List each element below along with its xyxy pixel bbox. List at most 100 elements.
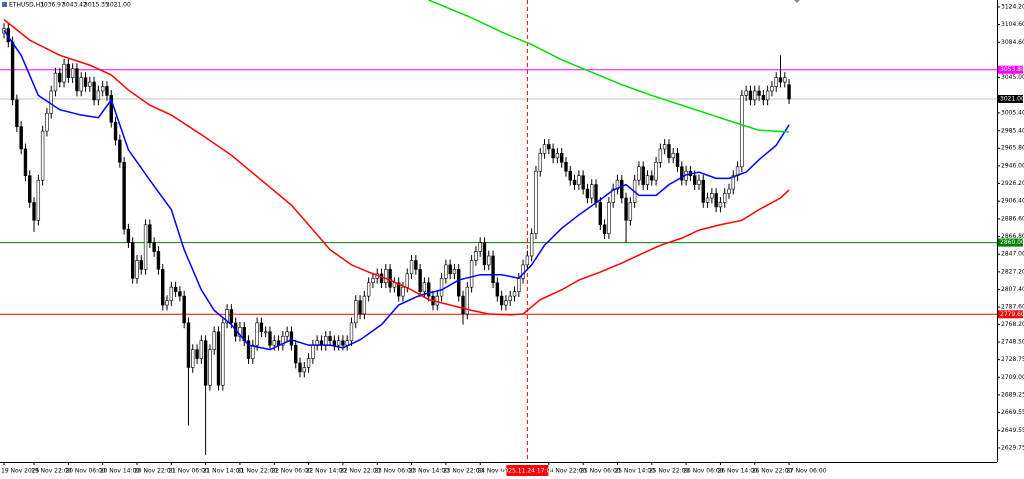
candle-body (577, 175, 581, 185)
moving-average (3, 19, 790, 316)
y-tick-label: 3124.20 (1001, 3, 1024, 10)
y-tick-label: 3005.40 (1001, 109, 1024, 116)
candle-body (581, 175, 585, 190)
candle-body (710, 193, 714, 199)
x-tick-label: 19 Nov 2025 (1, 468, 40, 475)
candle-body (598, 202, 603, 226)
y-tick-label: 2649.55 (1001, 427, 1024, 434)
candle-body (32, 202, 36, 221)
y-tick-label: 2985.40 (1001, 127, 1024, 134)
candle-body (388, 269, 392, 288)
candle-body (474, 251, 478, 261)
y-tick-label: 2669.55 (1001, 409, 1024, 416)
candle-body (568, 170, 572, 181)
candle-body (491, 255, 495, 284)
candle-body (186, 322, 191, 368)
candle-body (272, 340, 276, 346)
candle-body (452, 269, 457, 275)
candle-body (405, 273, 409, 288)
candle-body (620, 179, 624, 199)
candle-body (263, 331, 268, 334)
candle-body (778, 77, 783, 83)
candle-body (482, 242, 487, 266)
candle-body (208, 349, 212, 386)
level-box (998, 65, 1023, 74)
candle-body (551, 148, 555, 159)
x-tick-label: 23 Nov 22:00 (443, 468, 484, 475)
candle-body (23, 148, 28, 177)
candle-body (658, 148, 663, 163)
x-tick-label: 26 Nov 22:00 (752, 468, 793, 475)
candle-body (139, 260, 143, 270)
candle-body (783, 77, 787, 83)
x-tick-label: 22 Nov 06:00 (271, 468, 312, 475)
candle-body (306, 358, 311, 368)
candle-body (435, 295, 439, 306)
candle-body (662, 144, 667, 150)
candle-body (590, 184, 594, 199)
candle-body (723, 193, 727, 203)
candle-body (418, 269, 422, 292)
candle-body (113, 121, 118, 141)
candle-body (371, 277, 375, 284)
candle-body (457, 269, 461, 297)
candle-body (650, 175, 654, 181)
x-tick-label: 20 Nov 06:00 (65, 468, 106, 475)
candle-body (517, 277, 521, 292)
candle-body (607, 202, 611, 234)
candle-body (28, 175, 32, 203)
ohlc-open: 3036.97 (40, 2, 65, 9)
candle-body (414, 260, 418, 270)
y-tick-label: 3045.00 (1001, 74, 1024, 81)
y-tick-label: 3104.60 (1001, 21, 1024, 28)
candle-body (538, 153, 542, 172)
candle-body (602, 224, 607, 234)
candle-body (542, 144, 547, 154)
candle-body (572, 179, 577, 185)
plot-area (0, 0, 997, 462)
candle-body (109, 95, 113, 123)
candle-body (62, 63, 66, 83)
x-tick-label: 24 Nov 22:00 (546, 468, 587, 475)
candle-body (349, 322, 354, 342)
candle-body (753, 90, 757, 101)
y-tick-label: 3084.60 (1001, 39, 1024, 46)
candle-body (667, 144, 671, 159)
candle-body (534, 170, 538, 234)
y-tick-label: 2866.80 (1001, 233, 1024, 240)
candle-body (229, 309, 234, 324)
candle-body (251, 344, 255, 359)
level-label: 2860.00 (1000, 239, 1024, 246)
candle-body (611, 188, 615, 203)
candle-body (444, 264, 448, 279)
candle-body (178, 291, 182, 297)
candle-body (448, 264, 452, 275)
candle-body (19, 126, 23, 150)
candle-body (770, 86, 774, 92)
candle-body (740, 95, 744, 168)
candle-body (461, 295, 465, 315)
candle-body (345, 340, 349, 346)
candle-body (465, 286, 470, 315)
candle-body (285, 331, 289, 337)
candle-body (58, 72, 62, 83)
x-tick-label: 20 Nov 14:00 (100, 468, 141, 475)
candle-body (15, 99, 19, 127)
candle-body (169, 286, 174, 301)
candle-body (559, 153, 564, 163)
candle-body (195, 349, 199, 359)
candle-body (165, 300, 169, 306)
candle-body (628, 202, 633, 221)
candle-body (100, 86, 105, 92)
candle-body (714, 193, 718, 208)
candle-body (641, 166, 645, 185)
candle-body (88, 81, 92, 87)
candle-body (508, 295, 512, 301)
level-label: 2779.60 (1000, 311, 1024, 318)
x-tick-label: 27 Nov 06:00 (786, 468, 827, 475)
candle-body (70, 68, 75, 78)
y-tick-label: 2946.00 (1001, 162, 1024, 169)
candle-body (409, 260, 414, 275)
